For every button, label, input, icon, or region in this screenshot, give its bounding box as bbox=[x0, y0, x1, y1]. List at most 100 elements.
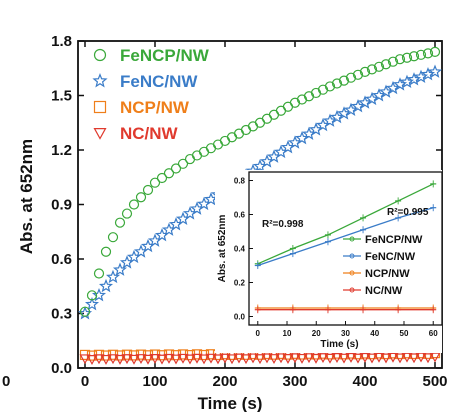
data-point bbox=[324, 353, 336, 364]
data-point bbox=[91, 287, 107, 302]
data-point bbox=[135, 192, 147, 203]
inset-r2-annotation: R²=0.998 bbox=[262, 219, 304, 230]
data-point bbox=[394, 54, 406, 65]
data-point bbox=[247, 121, 259, 132]
inset-legend-label: NC/NW bbox=[365, 285, 403, 297]
data-point bbox=[261, 353, 273, 364]
data-point bbox=[100, 354, 112, 365]
data-point bbox=[408, 353, 420, 364]
data-point bbox=[366, 353, 378, 364]
inset-y-tick-label: 0.4 bbox=[234, 245, 246, 254]
y-tick-label: 1.8 bbox=[51, 33, 72, 50]
data-point bbox=[254, 354, 266, 365]
data-point bbox=[149, 177, 161, 188]
data-point bbox=[324, 81, 336, 92]
data-point bbox=[128, 354, 140, 365]
data-point bbox=[401, 52, 413, 63]
data-point bbox=[205, 353, 217, 364]
data-point bbox=[338, 353, 350, 364]
data-point bbox=[275, 353, 287, 364]
inset-legend-marker bbox=[349, 270, 355, 276]
data-point bbox=[177, 158, 189, 169]
data-point bbox=[212, 354, 224, 365]
data-point bbox=[149, 353, 161, 364]
legend-label: NCP/NW bbox=[120, 98, 190, 117]
inset-series-fenc-nw bbox=[254, 204, 437, 269]
data-point bbox=[310, 87, 322, 99]
data-point bbox=[366, 64, 378, 75]
data-point bbox=[184, 153, 196, 165]
inset-x-tick-label: 30 bbox=[341, 329, 350, 338]
data-point bbox=[247, 353, 259, 364]
x-tick-label: 200 bbox=[212, 373, 237, 390]
data-point bbox=[387, 56, 399, 67]
data-point bbox=[84, 297, 100, 311]
inset-legend-label: FeNC/NW bbox=[365, 251, 416, 263]
data-point bbox=[212, 139, 224, 150]
data-point bbox=[170, 354, 182, 365]
x-tick-label: 100 bbox=[142, 373, 167, 390]
inset-x-tick-label: 20 bbox=[312, 329, 321, 338]
y-tick-label: 0.0 bbox=[51, 360, 72, 377]
data-point bbox=[408, 51, 420, 62]
legend-marker bbox=[92, 73, 108, 88]
data-point bbox=[296, 94, 308, 105]
data-point bbox=[107, 354, 119, 365]
data-point bbox=[303, 91, 315, 102]
inset-x-tick-label: 60 bbox=[429, 329, 438, 338]
data-point bbox=[429, 46, 441, 58]
data-point bbox=[240, 124, 252, 136]
data-point bbox=[100, 246, 112, 257]
data-point bbox=[156, 172, 168, 184]
x-tick-label: 300 bbox=[282, 373, 307, 390]
inset-x-tick-label: 0 bbox=[256, 329, 261, 338]
data-point bbox=[233, 128, 245, 139]
left-edge-label: 0 bbox=[2, 373, 10, 390]
legend-label: NC/NW bbox=[120, 124, 179, 143]
inset-legend-marker bbox=[349, 287, 355, 293]
legend-label: FeNC/NW bbox=[120, 72, 198, 91]
data-point bbox=[317, 353, 329, 364]
data-point bbox=[345, 72, 357, 83]
inset-x-axis-label: Time (s) bbox=[320, 339, 358, 350]
inset-plot: 0 10 20 30 40 50 60 0.0 0.2 0.4 0.6 0.8 Time (s) Abs.… bbox=[215, 170, 443, 353]
data-point bbox=[191, 353, 203, 364]
inset-series-line bbox=[257, 183, 434, 265]
data-point bbox=[86, 355, 98, 365]
data-point bbox=[422, 353, 434, 364]
data-point bbox=[135, 354, 147, 364]
inset-y-tick-label: 0.6 bbox=[234, 211, 246, 220]
data-point bbox=[373, 61, 385, 72]
inset-legend-marker bbox=[349, 253, 355, 259]
data-point bbox=[422, 48, 434, 59]
data-point bbox=[303, 353, 315, 364]
data-point bbox=[105, 269, 121, 284]
x-tick-label: 0 bbox=[81, 373, 89, 390]
inset-x-tick-label: 50 bbox=[400, 329, 409, 338]
inset-legend-label: FeNCP/NW bbox=[365, 234, 423, 246]
inset-series-nc-nw bbox=[254, 306, 437, 314]
data-point bbox=[156, 354, 168, 365]
data-point bbox=[415, 352, 427, 363]
data-point bbox=[121, 354, 133, 365]
legend-marker bbox=[93, 100, 107, 114]
series-fencp-nw bbox=[79, 46, 441, 317]
data-point bbox=[401, 352, 413, 363]
data-point bbox=[394, 353, 406, 364]
data-point bbox=[296, 353, 308, 364]
data-point bbox=[93, 268, 105, 279]
data-point bbox=[219, 353, 231, 364]
data-point bbox=[359, 352, 371, 363]
data-point bbox=[198, 354, 210, 365]
data-point bbox=[331, 353, 343, 363]
data-point bbox=[79, 306, 91, 317]
data-point bbox=[142, 354, 154, 365]
data-point bbox=[114, 217, 126, 228]
inset-series-line bbox=[257, 207, 434, 267]
inset-x-tick-label: 10 bbox=[283, 329, 292, 338]
data-point bbox=[205, 143, 217, 154]
inset-legend-marker bbox=[349, 236, 355, 242]
data-point bbox=[352, 69, 364, 80]
data-point bbox=[352, 353, 364, 364]
data-point bbox=[380, 59, 392, 70]
